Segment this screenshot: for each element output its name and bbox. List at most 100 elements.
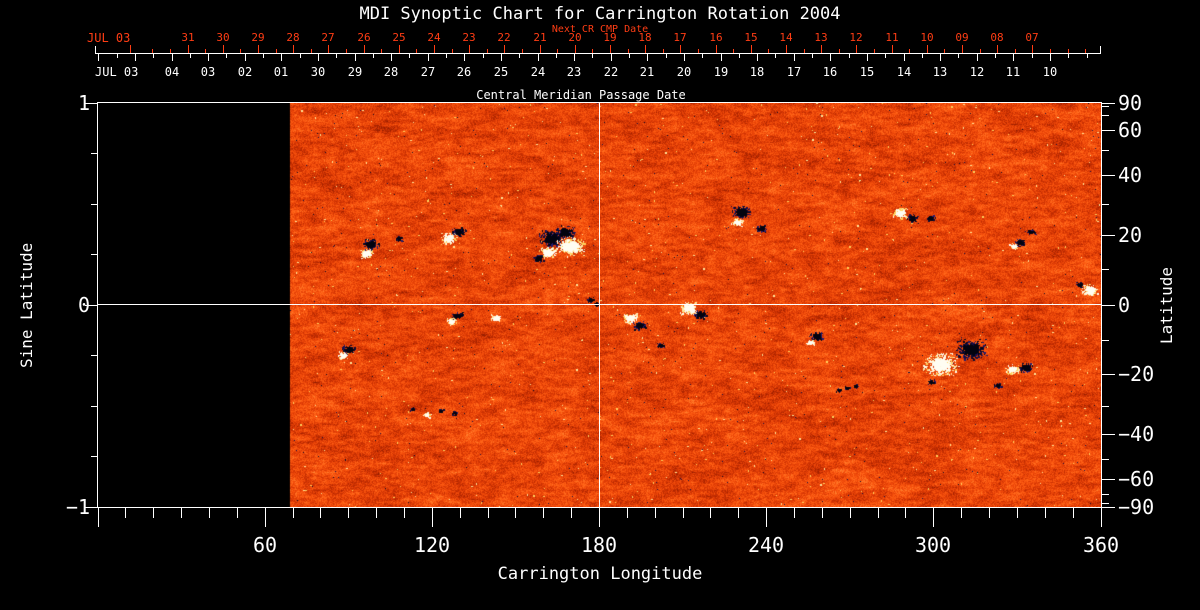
next-cr-day-label: 18 bbox=[638, 31, 652, 44]
next-cr-day-label: 11 bbox=[885, 31, 899, 44]
cmp-axis-tick bbox=[739, 54, 740, 58]
y-right-tick bbox=[1102, 507, 1115, 508]
next-cr-cmp-date-label: Next CR CMP Date bbox=[551, 24, 649, 35]
next-cr-day-label: 28 bbox=[286, 31, 300, 44]
next-cr-axis-tick bbox=[1032, 45, 1033, 53]
cmp-axis-tick bbox=[666, 54, 667, 58]
next-cr-axis-tick bbox=[716, 45, 717, 53]
y-right-tick bbox=[1102, 305, 1115, 306]
next-cr-axis-tick bbox=[223, 45, 224, 53]
y-left-tick bbox=[91, 254, 97, 255]
cmp-day-label: 11 bbox=[1005, 65, 1021, 79]
cmp-axis-tick bbox=[153, 54, 154, 58]
cmp-day-label: 10 bbox=[1042, 65, 1058, 79]
y-right-tick bbox=[1102, 204, 1109, 205]
next-cr-day-label: 09 bbox=[955, 31, 969, 44]
next-cr-day-label: 27 bbox=[321, 31, 335, 44]
x-axis-tick bbox=[989, 508, 990, 518]
next-cr-axis-tick bbox=[469, 45, 470, 53]
y-right-tick-label: 0 bbox=[1118, 293, 1131, 317]
cmp-axis-tick bbox=[1032, 54, 1033, 58]
y-left-tick-label: 0 bbox=[77, 293, 90, 317]
next-cr-axis-tick bbox=[381, 49, 382, 53]
next-cr-axis-tick bbox=[944, 49, 945, 53]
next-cr-axis-tick bbox=[130, 45, 131, 53]
cmp-axis-tick bbox=[830, 54, 831, 61]
cmp-axis-tick bbox=[464, 54, 465, 61]
cmp-axis-tick bbox=[391, 54, 392, 61]
cmp-axis-tick bbox=[647, 54, 648, 61]
cmp-day-label: 18 bbox=[749, 65, 765, 79]
x-axis-tick bbox=[627, 508, 628, 518]
x-axis-tick bbox=[571, 508, 572, 518]
y-right-tick bbox=[1102, 150, 1109, 151]
plot-area-border bbox=[97, 102, 1102, 508]
next-cr-axis-tick bbox=[592, 49, 593, 53]
y-right-tick bbox=[1102, 103, 1115, 104]
cmp-axis-tick bbox=[995, 54, 996, 58]
cmp-axis-tick bbox=[483, 54, 484, 58]
x-axis-tick bbox=[488, 508, 489, 518]
x-axis-tick bbox=[348, 508, 349, 518]
cmp-axis-tick bbox=[1068, 54, 1069, 58]
next-cr-axis-tick bbox=[328, 45, 329, 53]
cmp-axis-tick bbox=[336, 54, 337, 58]
y-right-tick bbox=[1102, 115, 1109, 116]
x-axis-tick bbox=[265, 508, 266, 527]
next-cr-day-label: 23 bbox=[462, 31, 476, 44]
y-right-tick bbox=[1102, 269, 1109, 270]
next-cr-axis-tick bbox=[680, 45, 681, 53]
next-cr-day-label: 17 bbox=[673, 31, 687, 44]
next-cr-axis-tick bbox=[1015, 49, 1016, 53]
x-axis-tick bbox=[738, 508, 739, 518]
x-axis-tick bbox=[209, 508, 210, 518]
next-cr-day-label: 16 bbox=[709, 31, 723, 44]
cmp-axis-tick bbox=[556, 54, 557, 58]
chart-title: MDI Synoptic Chart for Carrington Rotati… bbox=[359, 4, 841, 24]
next-cr-axis-tick bbox=[980, 49, 981, 53]
cmp-axis-tick bbox=[794, 54, 795, 61]
next-cr-axis-tick bbox=[874, 49, 875, 53]
next-cr-axis-tick bbox=[821, 45, 822, 53]
x-axis-tick bbox=[237, 508, 238, 518]
y-right-tick-label: 90 bbox=[1118, 91, 1143, 115]
y-right-tick bbox=[1102, 374, 1115, 375]
next-cr-axis-tick bbox=[504, 45, 505, 53]
cmp-axis-tick bbox=[1087, 54, 1088, 58]
x-axis-tick bbox=[181, 508, 182, 518]
x-axis-tick bbox=[1101, 508, 1102, 527]
cmp-axis-tick bbox=[190, 54, 191, 58]
next-cr-axis-tick bbox=[1068, 49, 1069, 53]
y-right-tick bbox=[1102, 479, 1115, 480]
next-cr-day-label: 15 bbox=[744, 31, 758, 44]
next-cr-axis-tick bbox=[240, 49, 241, 53]
next-cr-axis-tick bbox=[768, 49, 769, 53]
cmp-axis-tick bbox=[611, 54, 612, 61]
y-left-tick bbox=[91, 456, 97, 457]
next-cr-axis-tick bbox=[575, 45, 576, 53]
next-cr-axis-tick bbox=[892, 45, 893, 53]
x-axis-tick bbox=[683, 508, 684, 518]
x-axis-tick bbox=[794, 508, 795, 518]
next-cr-axis-tick bbox=[751, 45, 752, 53]
next-cr-day-label: 14 bbox=[779, 31, 793, 44]
cmp-axis-tick bbox=[1013, 54, 1014, 61]
cmp-day-label: 20 bbox=[676, 65, 692, 79]
next-cr-axis-tick bbox=[663, 49, 664, 53]
latitude-0-reference-line bbox=[98, 304, 1101, 305]
x-axis-tick-label: 240 bbox=[747, 533, 785, 557]
x-axis-tick-label: 180 bbox=[580, 533, 618, 557]
next-cr-axis-tick bbox=[645, 45, 646, 53]
y-right-tick bbox=[1102, 434, 1115, 435]
next-cr-day-label: 26 bbox=[357, 31, 371, 44]
cmp-axis-tick bbox=[300, 54, 301, 58]
cmp-axis-tick bbox=[867, 54, 868, 61]
next-cr-axis-tick bbox=[346, 49, 347, 53]
cmp-axis-tick bbox=[629, 54, 630, 58]
next-cr-day-label: 31 bbox=[181, 31, 195, 44]
cmp-day-label: 24 bbox=[530, 65, 546, 79]
cmp-axis-tick bbox=[263, 54, 264, 58]
next-cr-axis-tick bbox=[628, 49, 629, 53]
next-cr-axis-tick bbox=[293, 45, 294, 53]
y-left-tick-label: 1 bbox=[77, 91, 90, 115]
